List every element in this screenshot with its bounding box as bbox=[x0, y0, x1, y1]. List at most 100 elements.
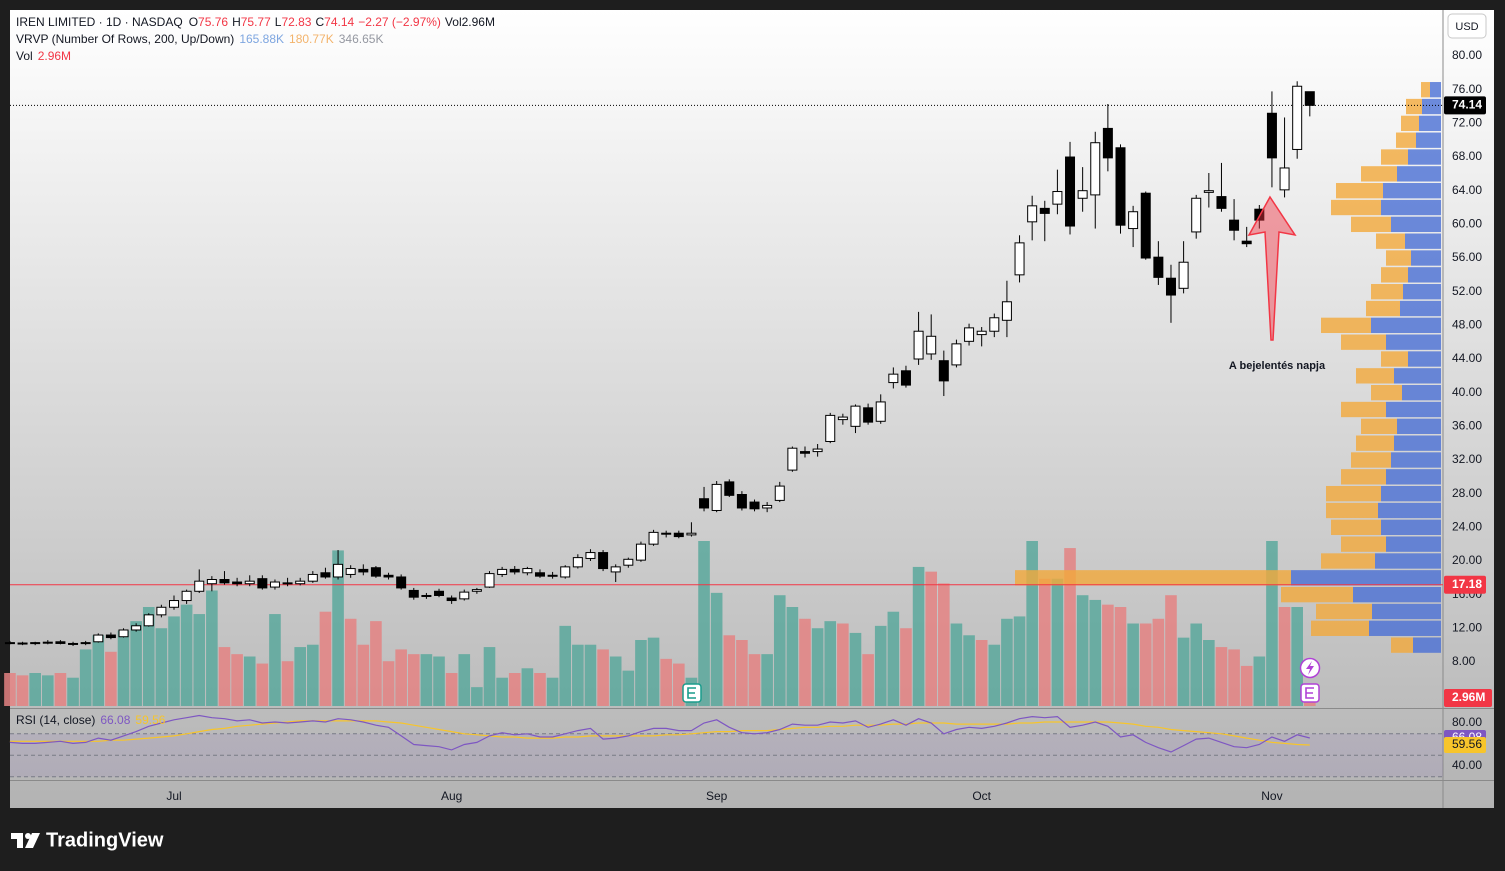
x-tick-label: Oct bbox=[972, 789, 991, 803]
profile-up bbox=[1422, 98, 1441, 115]
profile-up bbox=[1369, 620, 1441, 636]
profile-down bbox=[1371, 385, 1402, 401]
candle-body bbox=[686, 532, 697, 536]
candle-body bbox=[585, 552, 596, 559]
candle-body bbox=[307, 573, 318, 582]
ohlc-value: 75.77 bbox=[241, 15, 271, 29]
candle-body bbox=[345, 568, 356, 575]
candle-body bbox=[1216, 196, 1227, 209]
currency-box[interactable] bbox=[1447, 13, 1487, 39]
candle-body bbox=[863, 407, 874, 423]
volume-bar bbox=[67, 677, 79, 706]
rsi-line bbox=[9, 714, 1310, 753]
profile-up bbox=[1402, 385, 1441, 401]
volume-bar bbox=[521, 668, 534, 706]
candle-body bbox=[421, 594, 432, 597]
volume-bar bbox=[243, 656, 256, 706]
rsi-ma-badge bbox=[1444, 736, 1486, 753]
profile-down bbox=[1321, 553, 1375, 569]
volume-bar bbox=[559, 625, 572, 706]
volume-bar bbox=[572, 644, 584, 706]
profile-down bbox=[1341, 536, 1386, 552]
profile-down bbox=[1351, 216, 1391, 233]
candle-body bbox=[370, 567, 381, 577]
volume-bar bbox=[1253, 656, 1266, 706]
profile-up bbox=[1394, 435, 1441, 451]
volume-bar bbox=[874, 625, 887, 706]
earnings-icon[interactable] bbox=[682, 683, 702, 703]
annotation-text[interactable]: A bejelentés napja bbox=[1229, 360, 1326, 372]
candle-body bbox=[1001, 301, 1012, 321]
candle-body bbox=[1115, 147, 1126, 226]
volume-bar bbox=[1165, 595, 1177, 706]
profile-down bbox=[1311, 620, 1369, 636]
y-tick-label: 60.00 bbox=[1452, 217, 1482, 231]
dividend-icon[interactable] bbox=[1299, 657, 1321, 679]
volume-bar bbox=[180, 604, 193, 706]
volume-bar bbox=[269, 614, 281, 706]
candle-body bbox=[282, 582, 293, 585]
price-lines-layer bbox=[10, 104, 1443, 586]
candle-body bbox=[1266, 112, 1277, 159]
candle-body bbox=[206, 579, 217, 585]
ohlc-value: 72.83 bbox=[281, 15, 311, 29]
profile-down bbox=[1326, 485, 1381, 502]
legend-volume: Vol 2.96M bbox=[16, 49, 71, 63]
profile-down bbox=[1361, 166, 1397, 182]
candle-body bbox=[623, 558, 634, 566]
volume-bar bbox=[433, 656, 445, 706]
profile-down bbox=[1396, 132, 1416, 148]
rsi-ma-value: 59.56 bbox=[1452, 737, 1482, 751]
volume-bar bbox=[130, 621, 142, 706]
candle-body bbox=[572, 557, 583, 568]
volume-bar bbox=[1064, 548, 1076, 706]
candle-body bbox=[459, 591, 470, 600]
candle-body bbox=[673, 532, 684, 538]
candle-body bbox=[105, 634, 116, 639]
rsi-name: RSI (14, close) bbox=[16, 713, 95, 727]
profile-up bbox=[1403, 284, 1441, 300]
volume-bar bbox=[900, 628, 912, 706]
volume-prefix: Vol bbox=[445, 15, 462, 29]
profile-down bbox=[1326, 502, 1378, 519]
candle-body bbox=[1165, 277, 1176, 296]
legend-main: IREN LIMITED · 1D · NASDAQ O75.76 H75.77 L7… bbox=[16, 15, 495, 29]
volume-bar bbox=[155, 628, 168, 706]
hline-badge bbox=[1444, 575, 1486, 594]
annotation-arrow[interactable] bbox=[1247, 195, 1297, 341]
profile-up bbox=[1397, 418, 1441, 434]
candle-body bbox=[1077, 190, 1088, 199]
candle-body bbox=[396, 576, 407, 589]
volume-bar bbox=[673, 663, 685, 706]
candle-body bbox=[926, 335, 937, 355]
profile-down bbox=[1366, 300, 1400, 317]
volume-bar bbox=[1026, 541, 1038, 706]
ohlc-prefix: O bbox=[189, 15, 198, 29]
last-price-badge bbox=[1444, 96, 1486, 115]
candle-body bbox=[749, 501, 760, 510]
candle-body bbox=[661, 532, 672, 535]
volume-bar bbox=[357, 644, 370, 706]
profile-up bbox=[1381, 199, 1441, 216]
candle-body bbox=[1203, 190, 1214, 193]
profile-down bbox=[1015, 570, 1291, 586]
candle-body bbox=[1052, 191, 1063, 205]
volume-bar bbox=[29, 673, 41, 706]
candle-body bbox=[320, 572, 331, 578]
volume-bar bbox=[912, 566, 925, 706]
earnings-icon[interactable] bbox=[1300, 683, 1320, 703]
candle-body bbox=[837, 416, 848, 421]
volume-bar bbox=[748, 654, 761, 706]
vrvp-value: 346.65K bbox=[339, 32, 384, 46]
brand-logo bbox=[11, 833, 40, 848]
y-tick-label: 40.00 bbox=[1452, 385, 1482, 399]
volume-bar bbox=[622, 670, 635, 706]
x-tick-label: Aug bbox=[441, 789, 462, 803]
candle-body bbox=[143, 614, 154, 627]
candle-body bbox=[522, 568, 533, 574]
candle-body bbox=[244, 580, 255, 585]
y-tick-label: 80.00 bbox=[1452, 48, 1482, 62]
rsi-tick-label: 80.00 bbox=[1452, 715, 1482, 729]
candle-body bbox=[295, 580, 306, 585]
volume-bar bbox=[319, 611, 332, 706]
